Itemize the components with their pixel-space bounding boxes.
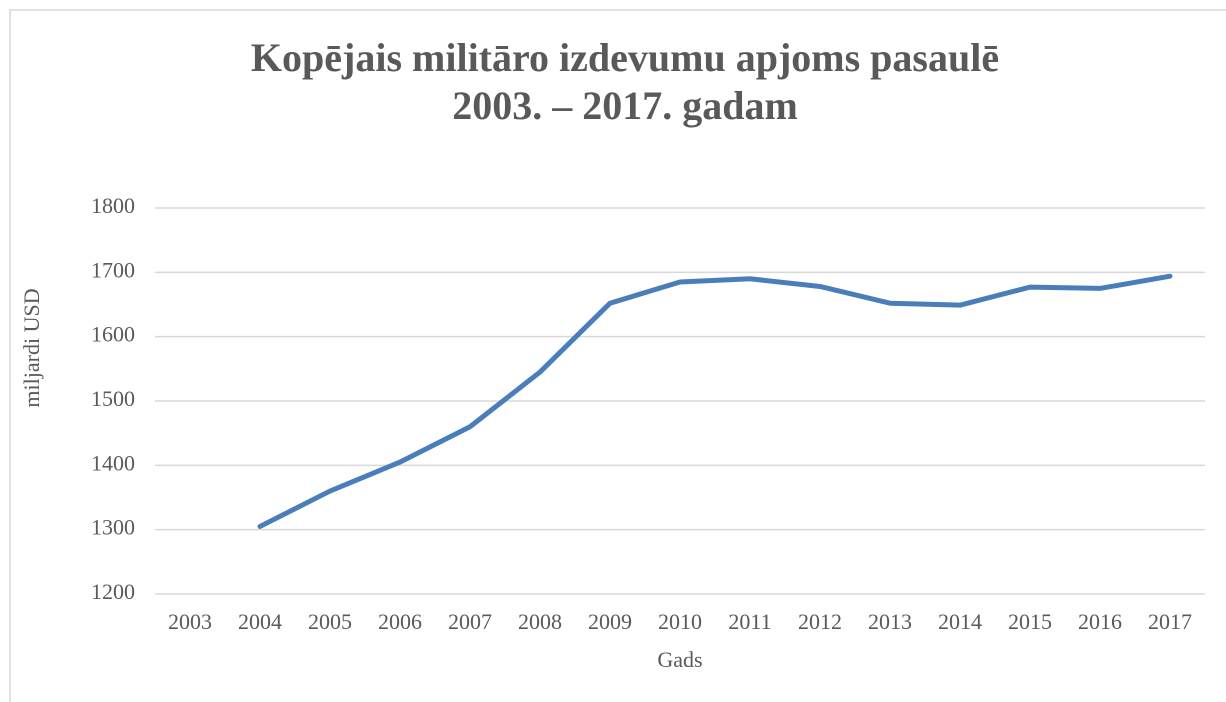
- x-tick-label: 2013: [868, 609, 912, 634]
- x-tick-label: 2005: [308, 609, 352, 634]
- x-tick-label: 2010: [658, 609, 702, 634]
- x-tick-label: 2012: [798, 609, 842, 634]
- x-tick-label: 2008: [518, 609, 562, 634]
- x-tick-label: 2009: [588, 609, 632, 634]
- line-series: [257, 273, 1173, 529]
- x-tick-label: 2003: [168, 609, 212, 634]
- x-tick-label: 2004: [238, 609, 282, 634]
- x-tick-label: 2016: [1078, 609, 1122, 634]
- y-tick-label: 1400: [91, 450, 135, 475]
- y-axis-label: miljardi USD: [19, 288, 44, 407]
- x-tick-label: 2014: [938, 609, 982, 634]
- y-tick-label: 1500: [91, 386, 135, 411]
- y-tick-label: 1600: [91, 322, 135, 347]
- x-tick-label: 2017: [1148, 609, 1192, 634]
- x-tick-label: 2011: [728, 609, 771, 634]
- chart-title: 2003. – 2017. gadam: [452, 83, 798, 128]
- x-tick-label: 2015: [1008, 609, 1052, 634]
- y-tick-label: 1300: [91, 515, 135, 540]
- x-tick-label: 2006: [378, 609, 422, 634]
- x-axis-label: Gads: [657, 647, 702, 672]
- chart-title: Kopējais militāro izdevumu apjoms pasaul…: [251, 35, 999, 80]
- y-tick-label: 1800: [91, 193, 135, 218]
- y-tick-label: 1200: [91, 579, 135, 604]
- chart-frame: [9, 9, 1226, 702]
- x-tick-label: 2007: [448, 609, 492, 634]
- y-tick-label: 1700: [91, 257, 135, 282]
